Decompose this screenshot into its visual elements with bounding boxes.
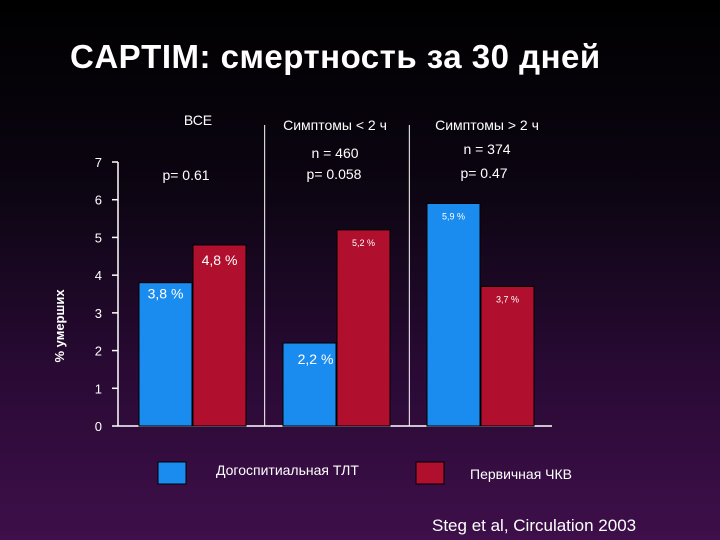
chart-legend: Догоспитиальная ТЛТ Первичная ЧКВ (157, 461, 572, 485)
chart-labels: ВСЕ p= 0.61 Симптомы < 2 ч n = 460 p= 0.058 С… (148, 112, 539, 367)
y-tick-label: 7 (95, 155, 102, 170)
legend-swatch (415, 461, 445, 485)
data-label: 2,2 % (298, 351, 334, 367)
y-tick-label: 3 (95, 306, 102, 321)
group-p-value: p= 0.61 (162, 167, 209, 183)
y-tick-label: 0 (95, 419, 102, 434)
bar (480, 285, 535, 427)
data-label: 4,8 % (202, 252, 238, 268)
group-header: Симптомы > 2 ч (435, 117, 539, 133)
group-p-value: p= 0.058 (307, 166, 362, 182)
bar (192, 244, 247, 427)
y-tick-label: 2 (95, 344, 102, 359)
bar (426, 202, 481, 427)
group-n: n = 374 (463, 141, 510, 157)
group-header: ВСЕ (184, 112, 212, 128)
group-header: Симптомы < 2 ч (283, 117, 387, 133)
y-tick-label: 5 (95, 230, 102, 245)
data-label: 5,2 % (352, 238, 375, 248)
data-label: 3,8 % (148, 286, 184, 302)
chart-bars (138, 202, 535, 427)
bar (282, 342, 337, 427)
bar (336, 229, 391, 427)
group-n: n = 460 (311, 145, 358, 161)
legend-label: Первичная ЧКВ (470, 466, 572, 482)
y-tick-label: 6 (95, 193, 102, 208)
y-axis-label: % умерших (52, 289, 67, 363)
citation: Steg et al, Circulation 2003 (432, 516, 637, 535)
group-p-value: p= 0.47 (460, 165, 507, 181)
slide-title: CAPTIM: смертность за 30 дней (70, 38, 601, 75)
legend-swatch (157, 461, 187, 485)
y-tick-label: 1 (95, 381, 102, 396)
data-label: 3,7 % (496, 294, 519, 304)
y-tick-label: 4 (95, 268, 102, 283)
bar (138, 282, 193, 427)
legend-label: Догоспитиальная ТЛТ (216, 462, 359, 478)
data-label: 5,9 % (442, 211, 465, 221)
